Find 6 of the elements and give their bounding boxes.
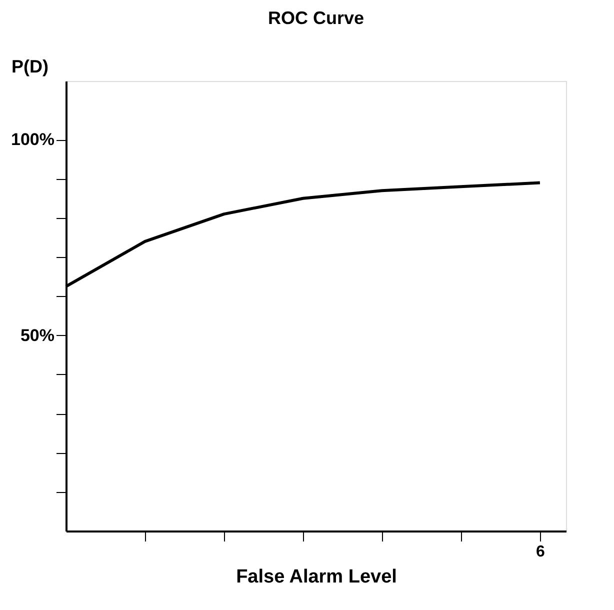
x-tick-label: 6: [536, 544, 545, 560]
y-tick-label: 50%: [20, 326, 54, 345]
y-tick-label: 100%: [11, 130, 54, 150]
x-axis-title: False Alarm Level: [236, 566, 397, 588]
y-axis-title: P(D): [12, 56, 48, 76]
chart-title: ROC Curve: [268, 8, 364, 28]
